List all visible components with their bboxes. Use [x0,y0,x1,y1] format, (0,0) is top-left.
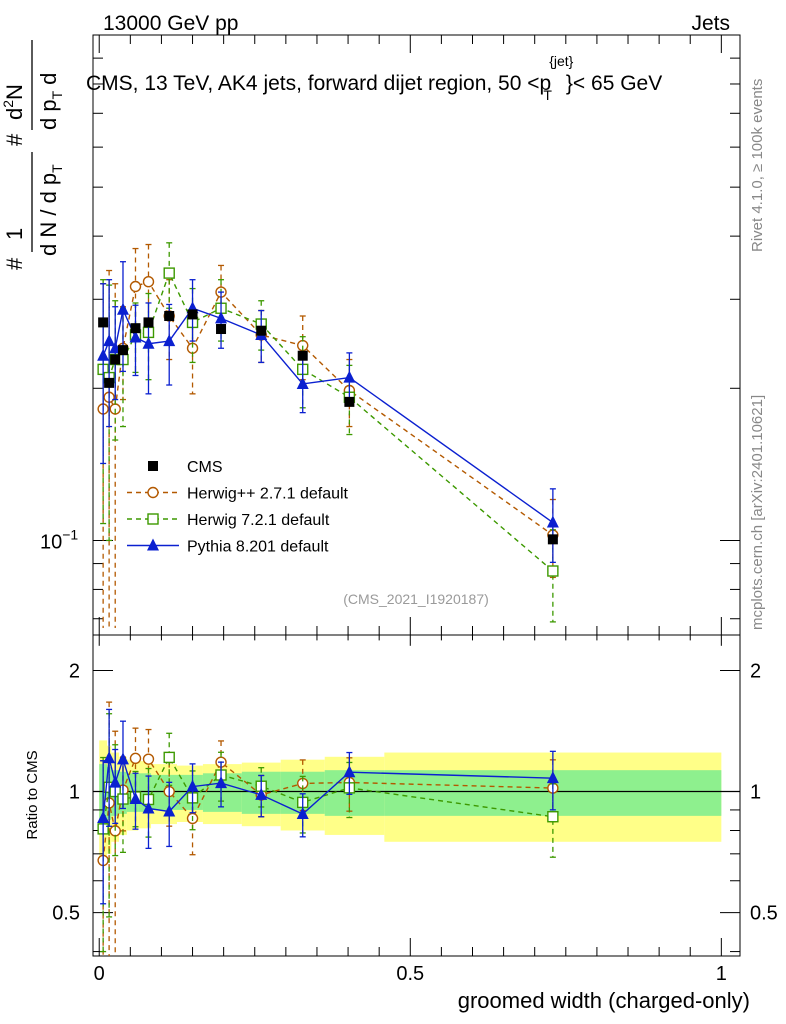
legend: CMS Herwig++ 2.7.1 default Herwig 7.2.1 de… [127,459,349,556]
ratio-point [116,752,129,765]
ratio-point [343,765,356,778]
legend-marker [148,461,158,471]
y-tick-label-ratio: 0.5 [750,903,778,925]
x-tick-label: 1 [716,963,727,985]
data-point [343,370,356,383]
legend-marker [147,538,159,551]
data-point [547,565,559,577]
data-point [142,336,155,349]
data-point [344,396,355,407]
legend-entry: Herwig 7.2.1 default [127,512,330,529]
legend-label: Herwig 7.2.1 default [187,512,330,529]
data-point [216,324,227,335]
y-tick-label-ratio: 0.5 [52,903,80,925]
ratio-point [546,771,559,784]
legend-label: CMS [187,459,223,476]
ratio-point [255,787,268,800]
data-point [130,323,141,334]
series-herwig-2-7-1-default [97,243,559,956]
plot-title: CMS, 13 TeV, AK4 jets, forward dijet reg… [86,53,662,103]
legend-marker [147,486,159,499]
data-point [163,267,175,279]
data-point [98,317,109,328]
data-point [143,317,154,328]
y-tick-label-ratio: 1 [69,782,80,804]
y-tick-label-ratio: 1 [750,782,761,804]
data-point [117,345,128,356]
ratio-point [103,751,116,764]
svg-text:#: # [2,133,27,146]
ratio-point [129,752,142,765]
ratio-point [97,811,110,824]
ratio-point [186,779,199,792]
data-point [97,348,110,361]
data-point [546,515,559,528]
y-tick-label-top: 10−1 [40,526,78,553]
x-tick-label: 0 [94,963,105,985]
series-herwig-7-2-1-default [97,242,559,953]
data-point [215,311,228,324]
header-energy-label: 13000 GeV pp [103,12,238,35]
svg-text:1: 1 [2,228,27,240]
legend-marker [147,513,159,525]
data-point [103,334,116,347]
ratio-panel-frame [92,634,741,957]
svg-text:#: # [2,257,27,270]
data-point [129,330,142,343]
svg-text:d pTd: d pTd [36,73,65,130]
data-point [104,377,115,388]
top-y-axis-label: # 1 d N / d pT # d2N d pTd [0,40,65,270]
data-point [187,309,198,320]
data-point [297,350,308,361]
series-cms [98,309,558,545]
ratio-point [215,776,228,789]
legend-entry: Pythia 8.201 default [127,538,329,556]
data-point [116,302,129,315]
legend-label: Pythia 8.201 default [187,539,329,556]
ratio-point [142,753,155,765]
rivet-version-label: Rivet 4.1.0, ≥ 100k events [749,79,766,252]
header-jets-label: Jets [691,12,730,35]
axes-ticks [93,35,740,956]
ratio-point [163,804,176,817]
data-point [142,276,155,288]
data-point [296,376,309,389]
svg-text:d N / d pT: d N / d pT [36,164,65,256]
data-point [163,334,176,347]
ratio-point [109,775,122,788]
x-axis-label: groomed width (charged-only) [458,988,750,1013]
data-point [110,354,121,365]
y-tick-label-ratio: 2 [69,660,80,682]
svg-text:d2N: d2N [0,84,27,120]
ratio-y-axis-label: Ratio to CMS [24,750,41,839]
legend-entry: Herwig++ 2.7.1 default [127,486,349,503]
legend-entry: CMS [148,459,223,476]
ratio-point [163,751,175,764]
mcplots-label: mcplots.cern.ch [arXiv:2401.10621] [749,395,766,630]
legend-label: Herwig++ 2.7.1 default [187,486,349,503]
analysis-watermark: (CMS_2021_I1920187) [343,591,489,607]
ratio-point [129,791,142,804]
ratio-point [142,801,155,814]
tick-labels: 0 0.5 1 10−1 0.5 0.5 1 1 2 2 [40,526,778,985]
ratio-point [296,806,309,819]
ratio-point [547,811,559,823]
data-point [129,280,142,293]
data-point [164,311,175,322]
y-tick-label-ratio: 2 [750,660,761,682]
x-tick-label: 0.5 [396,963,424,985]
data-point [547,534,558,545]
series-layer [97,242,559,956]
data-point [256,325,267,336]
